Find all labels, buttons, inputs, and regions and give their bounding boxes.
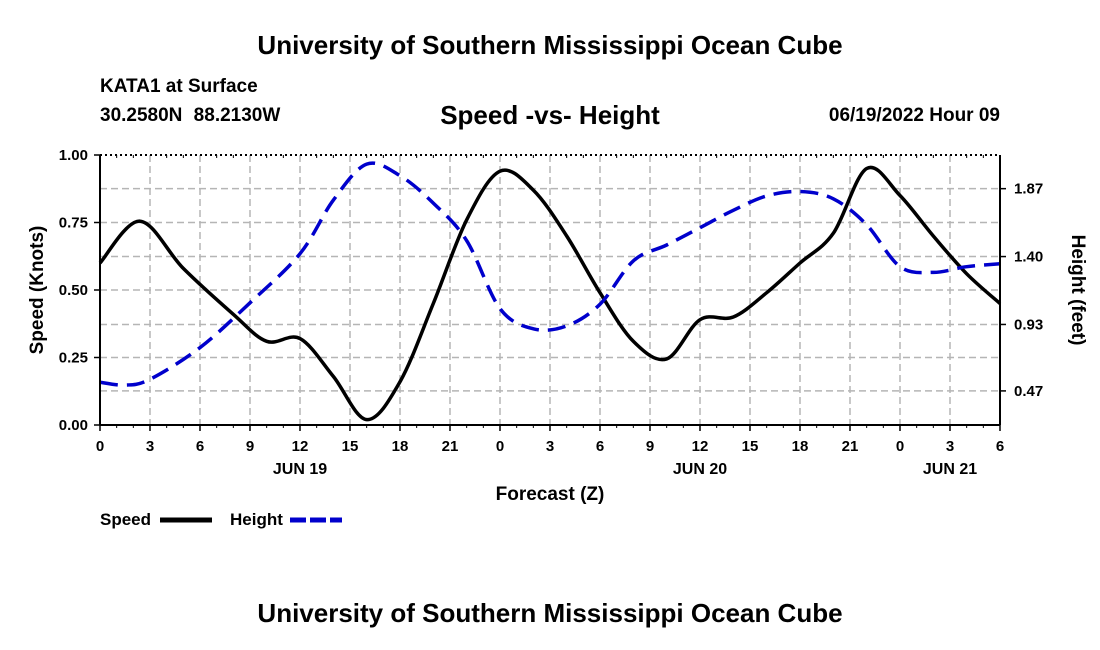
x-tick-label: 9 <box>246 438 254 455</box>
footer-title: University of Southern Mississippi Ocean… <box>257 598 843 628</box>
x-tick-label: 0 <box>496 438 504 455</box>
y2-axis-label: Height (feet) <box>1067 235 1088 346</box>
y2-tick-label: 0.93 <box>1014 316 1043 333</box>
x-tick-label: 6 <box>596 438 604 455</box>
y-tick-label: 0.00 <box>59 417 88 434</box>
x-tick-label: 12 <box>692 438 709 455</box>
x-tick-label: 6 <box>996 438 1004 455</box>
x-tick-label: 0 <box>96 438 104 455</box>
x-tick-label: 21 <box>842 438 859 455</box>
datetime-label: 06/19/2022 Hour 09 <box>828 105 1000 126</box>
x-tick-label: 15 <box>342 438 359 455</box>
x-tick-label: 3 <box>146 438 154 455</box>
y-tick-label: 1.00 <box>59 147 88 164</box>
x-tick-label: 18 <box>792 438 809 455</box>
speed-series-line <box>98 165 1002 422</box>
y2-tick-label: 1.87 <box>1014 181 1043 198</box>
date-label: JUN 20 <box>673 461 727 478</box>
y-tick-label: 0.75 <box>59 215 88 232</box>
x-tick-label: 21 <box>442 438 459 455</box>
chart-title: Speed -vs- Height <box>440 100 660 130</box>
x-tick-label: 6 <box>196 438 204 455</box>
x-axis-label: Forecast (Z) <box>496 484 605 505</box>
x-tick-label: 12 <box>292 438 309 455</box>
x-tick-label: 3 <box>546 438 554 455</box>
legend-speed-label: Speed <box>100 510 151 529</box>
station-label: KATA1 at Surface <box>100 76 258 97</box>
height-series-line <box>99 161 1001 387</box>
x-tick-label: 3 <box>946 438 954 455</box>
legend-height-label: Height <box>230 510 283 529</box>
page-title: University of Southern Mississippi Ocean… <box>257 30 843 60</box>
coordinates-label: 30.2580N 88.2130W <box>100 105 281 126</box>
y-axis-label: Speed (Knots) <box>27 226 48 355</box>
y-tick-label: 0.25 <box>59 350 88 367</box>
speed-height-chart: 0 3 6 9 12 15 18 21 0 3 6 9 12 15 18 21 0 3 6 0.00 0.25 0.50 0… <box>27 147 1088 529</box>
x-tick-label: 15 <box>742 438 759 455</box>
y2-tick-label: 0.47 <box>1014 383 1043 400</box>
x-tick-label: 9 <box>646 438 654 455</box>
x-tick-label: 0 <box>896 438 904 455</box>
date-label: JUN 19 <box>273 461 327 478</box>
y2-tick-label: 1.40 <box>1014 249 1043 266</box>
x-tick-label: 18 <box>392 438 409 455</box>
date-label: JUN 21 <box>923 461 977 478</box>
y-tick-label: 0.50 <box>59 282 88 299</box>
